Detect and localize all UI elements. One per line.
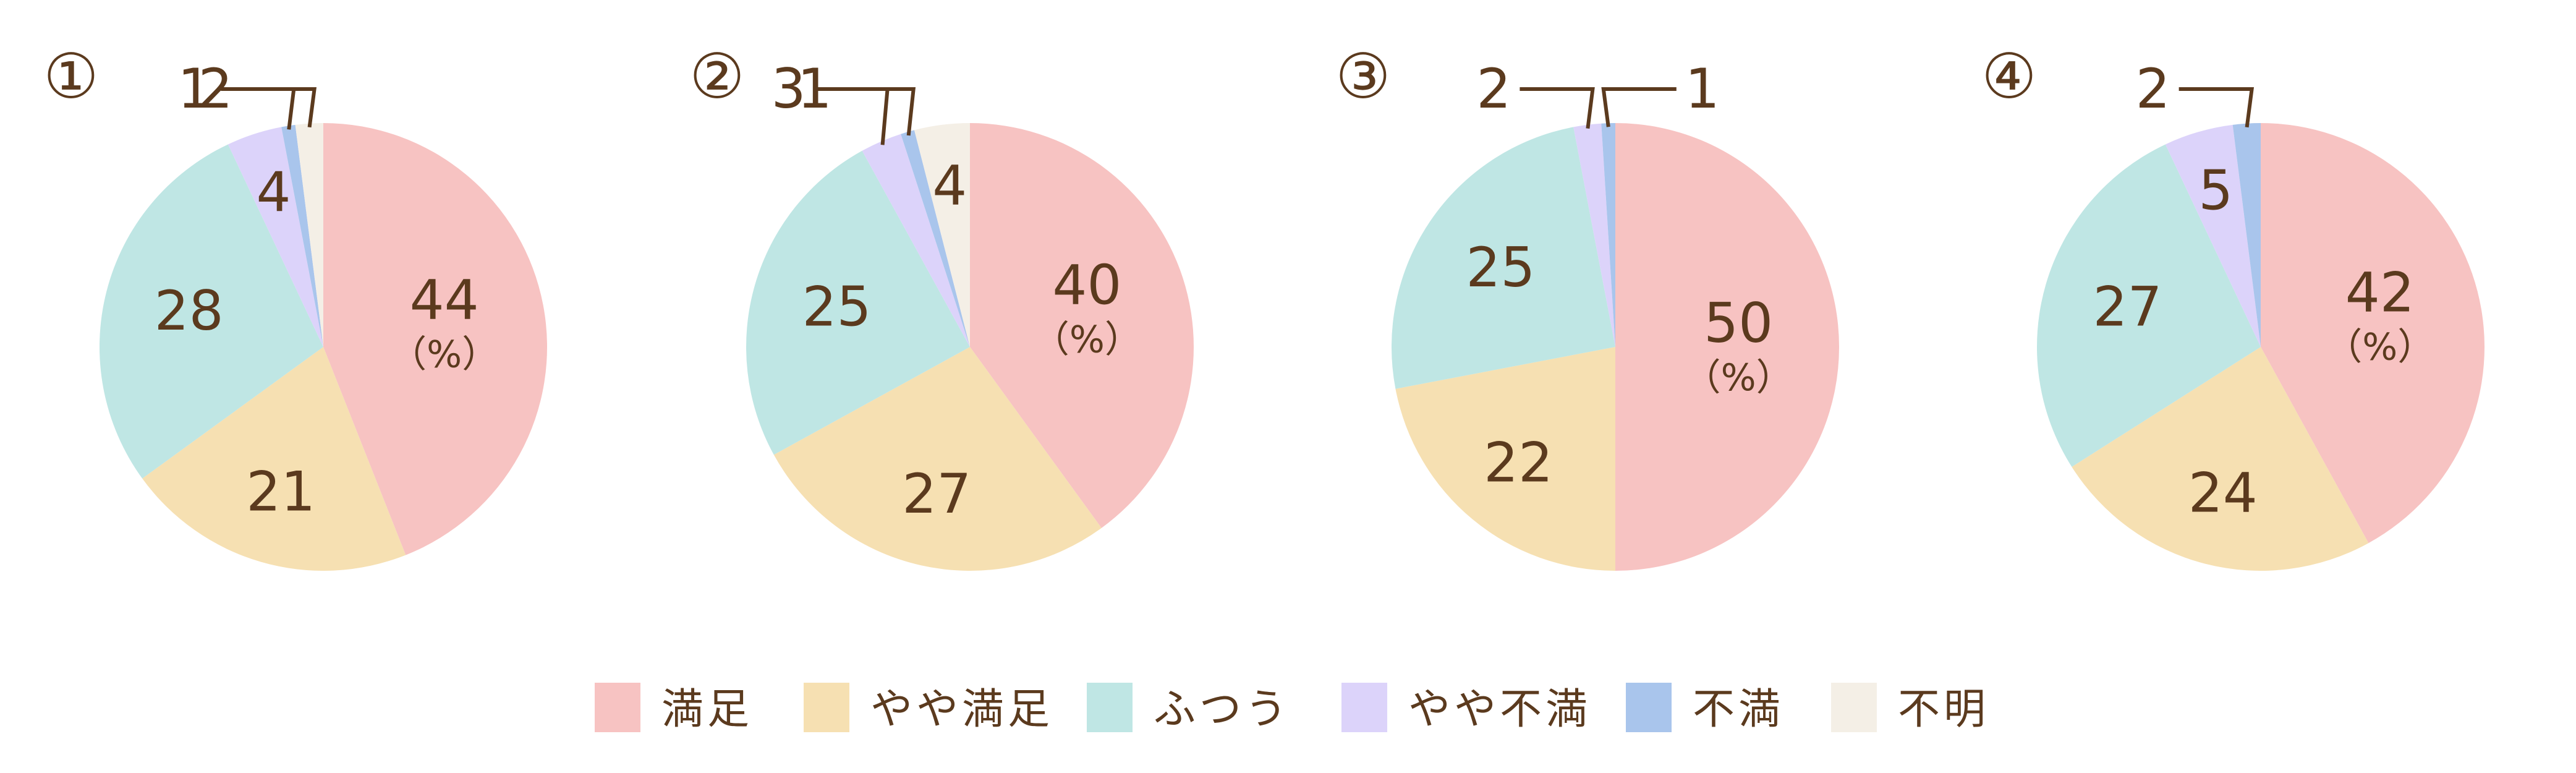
pie-slice — [2072, 347, 2369, 571]
legend-item: ふつう — [1087, 683, 1291, 734]
pie-slice — [1615, 123, 1839, 571]
pie-slice — [281, 124, 323, 347]
data-label: 25 — [802, 275, 872, 338]
unit-label: （%） — [1684, 356, 1793, 399]
pie-slice — [901, 130, 970, 347]
legend-label: 不明 — [1898, 685, 1989, 734]
legend-label: やや不満 — [1408, 685, 1591, 734]
pie-slice — [2036, 144, 2261, 467]
unit-label: （%） — [1032, 318, 1142, 362]
pie-slice — [100, 144, 324, 479]
pie-slice — [2232, 123, 2261, 347]
legend-swatch — [1341, 683, 1387, 732]
data-label: 40 — [1052, 254, 1121, 317]
pie-chart-4: ④ 42（%） 24 27 52 — [1981, 40, 2485, 571]
data-label: 2 — [198, 57, 233, 121]
pie-slice — [2165, 124, 2261, 347]
data-label: 28 — [155, 279, 224, 343]
data-label: 22 — [1484, 431, 1553, 495]
callout-line — [241, 87, 317, 128]
data-label: 21 — [246, 459, 315, 523]
pie-chart-1: ① 44（%） 21 28 412 — [43, 40, 548, 571]
legend-item: 不明 — [1831, 683, 1989, 734]
pie-slice — [773, 347, 1102, 571]
pie-slice — [227, 127, 323, 347]
legend-swatch — [1087, 683, 1133, 732]
legend-label: ふつう — [1154, 685, 1291, 734]
data-label: 1 — [797, 57, 832, 121]
data-label: 50 — [1704, 291, 1773, 355]
chart-badge: ③ — [1335, 40, 1391, 113]
legend-item: やや不満 — [1341, 683, 1591, 734]
pie-slice — [746, 150, 970, 455]
data-label: 24 — [2188, 461, 2258, 524]
callout-line — [1520, 87, 1595, 129]
pie-chart-2: ② 40（%） 27 25 4 31 — [689, 40, 1194, 571]
data-label: 3 — [772, 57, 806, 121]
pie-slice — [1395, 347, 1615, 571]
pie-slice — [862, 134, 970, 347]
unit-label: （%） — [2325, 326, 2434, 369]
unit-label: （%） — [389, 333, 499, 377]
data-label: 1 — [177, 57, 212, 121]
data-label: 25 — [1466, 236, 1535, 299]
legend-swatch — [1626, 683, 1672, 732]
pie-chart-3: ③ 50（%） 22 25 2 1 — [1335, 40, 1839, 571]
pie-slice — [1573, 123, 1615, 347]
pie-slice — [142, 347, 406, 571]
data-label: 1 — [1685, 57, 1720, 121]
pie-slice — [970, 123, 1194, 528]
data-label: 42 — [2345, 261, 2415, 325]
chart-badge: ④ — [1981, 40, 2037, 113]
legend-label: やや満足 — [870, 685, 1053, 734]
data-label: 27 — [902, 462, 971, 526]
chart-badge: ① — [43, 40, 99, 113]
data-label: 2 — [1476, 57, 1511, 121]
legend-item: 不満 — [1626, 683, 1784, 734]
pie-slice — [2261, 123, 2485, 544]
pie-slice — [1391, 127, 1615, 389]
legend-item: 満足 — [595, 683, 753, 734]
legend-label: 満足 — [661, 685, 753, 734]
callout-line — [1601, 87, 1677, 127]
legend: 満足 やや満足 ふつう やや不満 不満 不明 — [595, 683, 1989, 734]
data-label: 44 — [410, 268, 479, 332]
legend-swatch — [1831, 683, 1877, 732]
legend-swatch — [595, 683, 640, 732]
pie-slice — [914, 123, 970, 347]
callout-line — [2179, 87, 2255, 128]
data-label: 2 — [2136, 57, 2170, 121]
pie-slice — [323, 123, 548, 555]
data-label: 4 — [932, 153, 967, 217]
pie-slice — [1601, 123, 1615, 347]
data-label: 27 — [2093, 275, 2162, 338]
legend-swatch — [804, 683, 849, 732]
legend-item: やや満足 — [804, 683, 1053, 734]
legend-label: 不満 — [1693, 685, 1784, 734]
data-label: 5 — [2198, 159, 2233, 223]
pie-slice — [295, 122, 323, 347]
callout-line — [840, 87, 916, 136]
chart-badge: ② — [689, 40, 745, 113]
data-label: 4 — [257, 160, 291, 224]
